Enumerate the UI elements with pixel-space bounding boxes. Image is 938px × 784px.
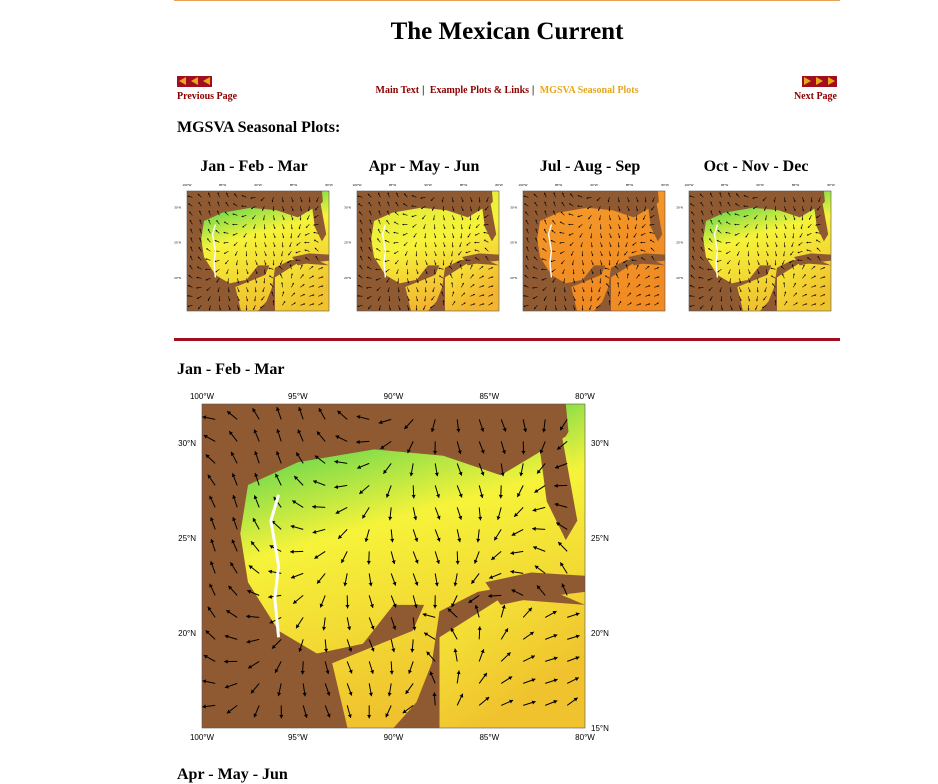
large-map-image: 100°W 100°W 95°W 95°W 90°W 90°W 85°W 85°W 80°W 80… [174, 384, 614, 746]
nav-links: Main Text| Example Plots & Links| MGSVA … [174, 85, 840, 96]
thumbnail-map-image[interactable]: 100°W100°W95°W95°W90°W90°W85°W85°W80°W80… [676, 183, 836, 315]
lon-tick-label: 80°W [661, 183, 669, 187]
lon-tick-label: 90°W [254, 183, 262, 187]
next-section-label: Apr - May - Jun [177, 766, 288, 784]
section-divider [174, 338, 840, 341]
section-title: MGSVA Seasonal Plots: [177, 119, 340, 137]
lon-tick-label: 80°W [325, 183, 333, 187]
lat-tick-label: 25°N [676, 241, 683, 245]
lat-tick-label: 25°N [344, 241, 351, 245]
lon-tick-label: 85°W [626, 183, 634, 187]
lon-tick-label: 95°W [555, 183, 563, 187]
page-title: The Mexican Current [174, 18, 840, 46]
lat-tick-label: 25°N [174, 241, 181, 245]
thumbnail-jul-sep[interactable]: Jul - Aug - Sep 100°W100°W95°W95°W90°W90… [510, 158, 670, 315]
lon-tick-label: 95°W [219, 183, 227, 187]
lon-tick-label: 80°W [575, 392, 595, 401]
next-page-link[interactable]: Next Page [794, 72, 837, 102]
lat-tick-label: 30°N [344, 205, 351, 209]
large-map-label: Jan - Feb - Mar [177, 361, 285, 379]
lon-tick-label: 80°W [575, 733, 595, 742]
seasonal-plots-link[interactable]: MGSVA Seasonal Plots [540, 85, 639, 96]
lon-tick-label: 95°W [389, 183, 397, 187]
lon-tick-label: 90°W [590, 183, 598, 187]
thumbnail-label: Jul - Aug - Sep [510, 158, 670, 180]
lon-tick-label: 100°W [352, 183, 361, 187]
lon-tick-label: 100°W [190, 733, 215, 742]
lon-tick-label: 85°W [290, 183, 298, 187]
thumbnail-jan-mar[interactable]: Jan - Feb - Mar 100°W100°W95°W95°W90°W90… [174, 158, 334, 315]
lat-tick-label: 20°N [344, 276, 351, 280]
thumbnail-map-image[interactable]: 100°W100°W95°W95°W90°W90°W85°W85°W80°W80… [344, 183, 504, 315]
thumbnail-apr-jun[interactable]: Apr - May - Jun 100°W100°W95°W95°W90°W90… [344, 158, 504, 315]
lon-tick-label: 100°W [182, 183, 191, 187]
lat-tick-label: 25°N [510, 241, 517, 245]
lat-tick-label: 30°N [676, 205, 683, 209]
lon-tick-label: 90°W [424, 183, 432, 187]
lat-tick-label: 20°N [676, 276, 683, 280]
lat-tick-label: 30°N [174, 205, 181, 209]
main-text-link[interactable]: Main Text [376, 85, 420, 96]
lat-tick-label: 30°N [178, 439, 196, 448]
thumbnail-label: Jan - Feb - Mar [174, 158, 334, 180]
lat-tick-label: 20°N [178, 629, 196, 638]
thumbnail-map-image[interactable]: 100°W100°W95°W95°W90°W90°W85°W85°W80°W80… [510, 183, 670, 315]
lat-tick-label: 25°N [178, 534, 196, 543]
lon-tick-label: 100°W [518, 183, 527, 187]
lat-tick-label: 15°N [591, 724, 609, 733]
lon-tick-label: 95°W [288, 392, 308, 401]
next-page-label[interactable]: Next Page [794, 91, 837, 102]
top-divider [174, 0, 840, 1]
thumbnail-label: Oct - Nov - Dec [676, 158, 836, 180]
lon-tick-label: 85°W [792, 183, 800, 187]
lat-tick-label: 25°N [591, 534, 609, 543]
lon-tick-label: 95°W [288, 733, 308, 742]
lon-tick-label: 100°W [190, 392, 215, 401]
example-plots-link[interactable]: Example Plots & Links [430, 85, 529, 96]
thumbnail-map-image[interactable]: 100°W100°W95°W95°W90°W90°W85°W85°W80°W80… [174, 183, 334, 315]
lat-tick-label: 20°N [174, 276, 181, 280]
lon-tick-label: 80°W [827, 183, 835, 187]
lon-tick-label: 90°W [756, 183, 764, 187]
next-arrows-icon[interactable] [802, 76, 837, 87]
lon-tick-label: 90°W [384, 733, 404, 742]
lon-tick-label: 90°W [384, 392, 404, 401]
lon-tick-label: 85°W [460, 183, 468, 187]
thumbnail-label: Apr - May - Jun [344, 158, 504, 180]
lon-tick-label: 85°W [479, 392, 499, 401]
lat-tick-label: 20°N [510, 276, 517, 280]
lon-tick-label: 80°W [495, 183, 503, 187]
lon-tick-label: 95°W [721, 183, 729, 187]
thumbnail-oct-dec[interactable]: Oct - Nov - Dec 100°W100°W95°W95°W90°W90… [676, 158, 836, 315]
lat-tick-label: 30°N [510, 205, 517, 209]
lon-tick-label: 85°W [479, 733, 499, 742]
lat-tick-label: 20°N [591, 629, 609, 638]
lat-tick-label: 30°N [591, 439, 609, 448]
seasonal-thumbnails: Jan - Feb - Mar 100°W 100°W 95°W 95°W 90°W 90… [174, 158, 840, 318]
lon-tick-label: 100°W [684, 183, 693, 187]
